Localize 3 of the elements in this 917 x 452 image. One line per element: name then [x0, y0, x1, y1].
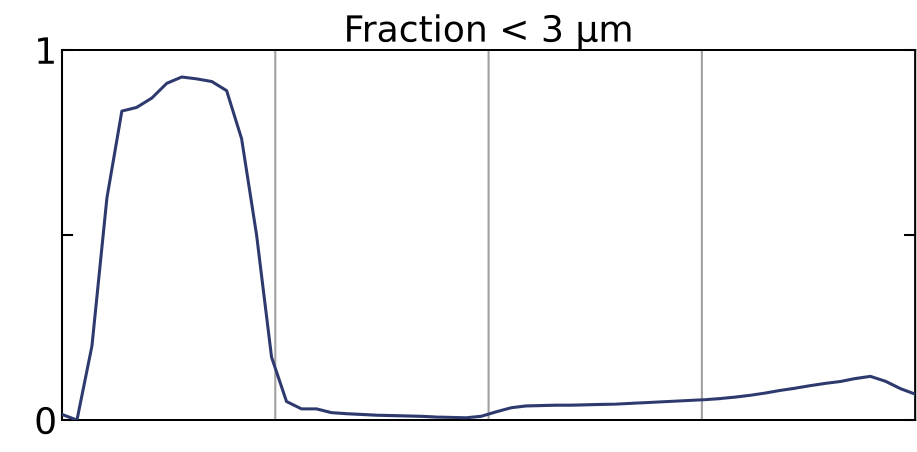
chart-title: Fraction < 3 µm: [347, 14, 631, 50]
y-tick-label: 1: [38, 37, 54, 64]
y-tick-label: 0: [36, 406, 55, 434]
